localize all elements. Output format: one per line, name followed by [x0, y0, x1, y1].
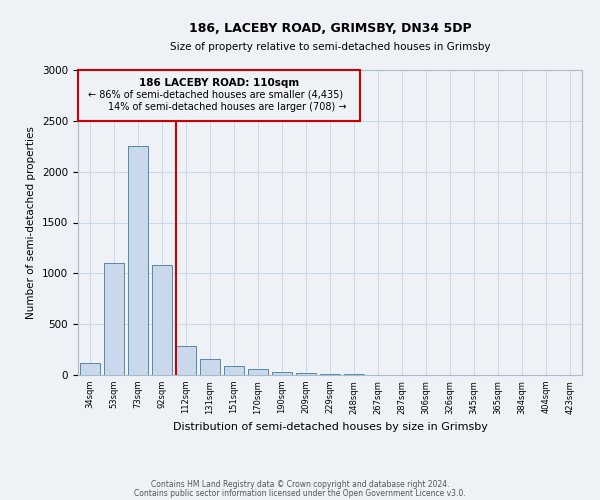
Bar [176, 346, 196, 375]
Y-axis label: Number of semi-detached properties: Number of semi-detached properties [26, 126, 37, 319]
Text: 186 LACEBY ROAD: 110sqm: 186 LACEBY ROAD: 110sqm [139, 78, 299, 88]
X-axis label: Distribution of semi-detached houses by size in Grimsby: Distribution of semi-detached houses by … [173, 422, 487, 432]
Bar [152, 265, 172, 375]
Text: ← 86% of semi-detached houses are smaller (4,435): ← 86% of semi-detached houses are smalle… [88, 90, 343, 100]
Bar [296, 373, 316, 375]
Text: 186, LACEBY ROAD, GRIMSBY, DN34 5DP: 186, LACEBY ROAD, GRIMSBY, DN34 5DP [188, 22, 472, 36]
Bar [344, 374, 364, 375]
Bar [80, 363, 100, 375]
FancyBboxPatch shape [78, 70, 360, 121]
Text: 14% of semi-detached houses are larger (708) →: 14% of semi-detached houses are larger (… [108, 102, 347, 112]
Bar [320, 374, 340, 375]
Bar [128, 146, 148, 375]
Text: Contains public sector information licensed under the Open Government Licence v3: Contains public sector information licen… [134, 489, 466, 498]
Bar [248, 370, 268, 375]
Bar [104, 263, 124, 375]
Bar [272, 372, 292, 375]
Bar [224, 366, 244, 375]
Text: Contains HM Land Registry data © Crown copyright and database right 2024.: Contains HM Land Registry data © Crown c… [151, 480, 449, 489]
Bar [200, 358, 220, 375]
Text: Size of property relative to semi-detached houses in Grimsby: Size of property relative to semi-detach… [170, 42, 490, 52]
